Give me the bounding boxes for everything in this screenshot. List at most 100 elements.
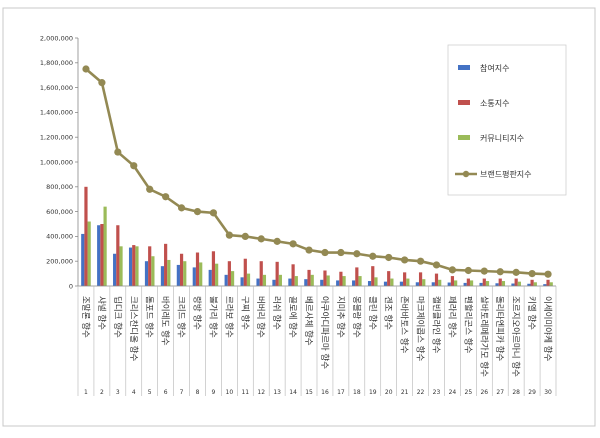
line-point <box>305 246 313 254</box>
line-point <box>146 185 154 193</box>
x-category-label: 러쉬 향수 <box>271 296 281 330</box>
line-point <box>273 237 281 245</box>
x-rank-label: 19 <box>369 389 377 396</box>
bar-커뮤니티지수 <box>533 282 537 286</box>
bar-참여지수 <box>160 266 165 286</box>
x-category-label: 바이레도 향수 <box>160 296 171 346</box>
x-category-label: 지미추 향수 <box>335 296 345 338</box>
x-category-label: 크리드 향수 <box>176 296 186 338</box>
x-rank-label: 5 <box>148 389 152 396</box>
bar-소통지수 <box>291 264 295 286</box>
x-category-label: 클린 향수 <box>367 296 378 330</box>
bar-참여지수 <box>81 233 85 286</box>
bar-소통지수 <box>100 224 104 286</box>
bar-소통지수 <box>339 271 343 286</box>
bar-커뮤니티지수 <box>374 277 378 286</box>
bar-참여지수 <box>320 279 324 286</box>
x-category-label: 겐조 향수 <box>383 296 393 330</box>
bar-참여지수 <box>144 261 149 286</box>
line-point <box>209 209 218 217</box>
bar-소통지수 <box>116 225 120 286</box>
bar-소통지수 <box>498 278 502 286</box>
bar-참여지수 <box>543 284 547 286</box>
line-point <box>193 208 202 216</box>
line-point <box>98 79 106 87</box>
y-tick-label: 2,000,000 <box>40 34 73 42</box>
bar-소통지수 <box>418 272 423 286</box>
bar-참여지수 <box>192 267 196 286</box>
legend-label: 커뮤니티지수 <box>480 133 524 143</box>
line-point <box>496 268 504 276</box>
line-point <box>130 162 138 170</box>
x-rank-label: 26 <box>480 389 488 396</box>
legend-swatch <box>458 135 470 140</box>
bar-참여지수 <box>527 283 531 286</box>
bar-참여지수 <box>447 282 451 286</box>
line-point <box>257 235 265 243</box>
x-category-label: 마크제이콥스 향수 <box>415 296 426 361</box>
line-point <box>432 261 441 269</box>
x-rank-label: 7 <box>180 389 184 396</box>
x-category-label: 톰포드 향수 <box>144 296 154 338</box>
bar-커뮤니티지수 <box>326 275 330 286</box>
line-point <box>177 204 186 212</box>
line-point <box>480 267 488 275</box>
line-point <box>528 270 536 278</box>
y-tick-label: 1,200,000 <box>40 134 73 142</box>
bar-소통지수 <box>403 272 407 286</box>
y-tick-label: 1,000,000 <box>40 158 73 166</box>
bar-참여지수 <box>431 282 435 286</box>
bar-소통지수 <box>482 278 486 286</box>
legend-label: 브랜드평판지수 <box>480 169 532 179</box>
x-rank-label: 30 <box>544 389 552 396</box>
x-rank-label: 24 <box>449 389 457 396</box>
line-point <box>225 231 233 239</box>
x-rank-label: 2 <box>100 389 104 396</box>
bar-참여지수 <box>128 247 133 286</box>
x-rank-label: 27 <box>496 389 504 396</box>
bar-커뮤니티지수 <box>390 278 394 286</box>
x-rank-label: 15 <box>305 389 313 396</box>
bar-커뮤니티지수 <box>438 279 442 286</box>
legend-swatch <box>458 65 470 70</box>
bar-커뮤니티지수 <box>199 262 203 286</box>
bar-소통지수 <box>148 246 152 286</box>
bar-참여지수 <box>113 253 117 286</box>
bar-참여지수 <box>304 279 308 286</box>
x-rank-label: 4 <box>132 389 136 396</box>
bar-커뮤니티지수 <box>151 256 155 286</box>
bar-소통지수 <box>259 261 263 286</box>
bar-커뮤니티지수 <box>454 280 458 286</box>
bar-참여지수 <box>511 283 515 286</box>
bar-커뮤니티지수 <box>87 221 91 286</box>
x-rank-label: 11 <box>241 389 249 396</box>
bar-소통지수 <box>275 261 279 286</box>
line-point <box>464 266 472 275</box>
bar-소통지수 <box>514 278 518 286</box>
bar-커뮤니티지수 <box>119 246 123 286</box>
x-category-label: 페라리 향수 <box>446 296 457 338</box>
bar-참여지수 <box>399 281 404 286</box>
bar-커뮤니티지수 <box>358 276 362 286</box>
bar-소통지수 <box>530 279 534 286</box>
y-tick-label: 800,000 <box>46 183 73 191</box>
bar-소통지수 <box>387 271 391 286</box>
bar-참여지수 <box>336 280 340 286</box>
bar-참여지수 <box>176 264 180 286</box>
x-rank-label: 13 <box>273 389 281 396</box>
line-point <box>114 148 122 156</box>
x-category-label: 딥디크 향수 <box>112 296 123 338</box>
y-tick-label: 600,000 <box>46 208 73 216</box>
bar-참여지수 <box>352 280 356 286</box>
bar-참여지수 <box>495 283 499 286</box>
line-point <box>162 193 170 201</box>
x-category-label: 이세이미야케 향수 <box>542 296 553 361</box>
x-rank-label: 17 <box>337 389 345 396</box>
y-tick-label: 400,000 <box>46 233 73 241</box>
bar-소통지수 <box>243 258 247 286</box>
x-category-label: 크리스찬디올 향수 <box>128 296 139 361</box>
x-rank-label: 20 <box>385 389 393 396</box>
x-category-label: 펜할리곤스 향수 <box>462 296 473 354</box>
x-rank-label: 25 <box>465 389 473 396</box>
